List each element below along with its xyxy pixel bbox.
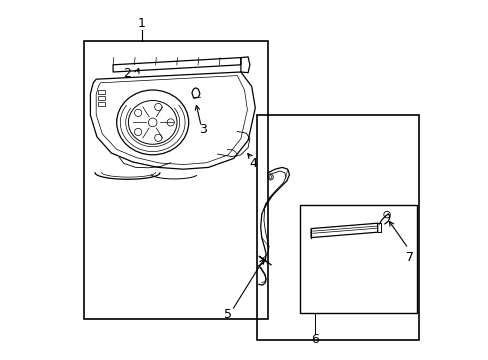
- Bar: [98, 90, 104, 94]
- Text: 1: 1: [138, 17, 145, 30]
- Text: 4: 4: [249, 157, 257, 170]
- Text: 2: 2: [123, 67, 131, 80]
- Bar: [98, 102, 104, 106]
- Text: 5: 5: [224, 309, 232, 321]
- Bar: [84, 41, 267, 319]
- Bar: [98, 96, 104, 100]
- Text: 6: 6: [310, 333, 318, 346]
- Text: 7: 7: [405, 251, 413, 264]
- Bar: [257, 115, 418, 340]
- Text: 3: 3: [199, 123, 206, 136]
- Bar: [300, 205, 416, 313]
